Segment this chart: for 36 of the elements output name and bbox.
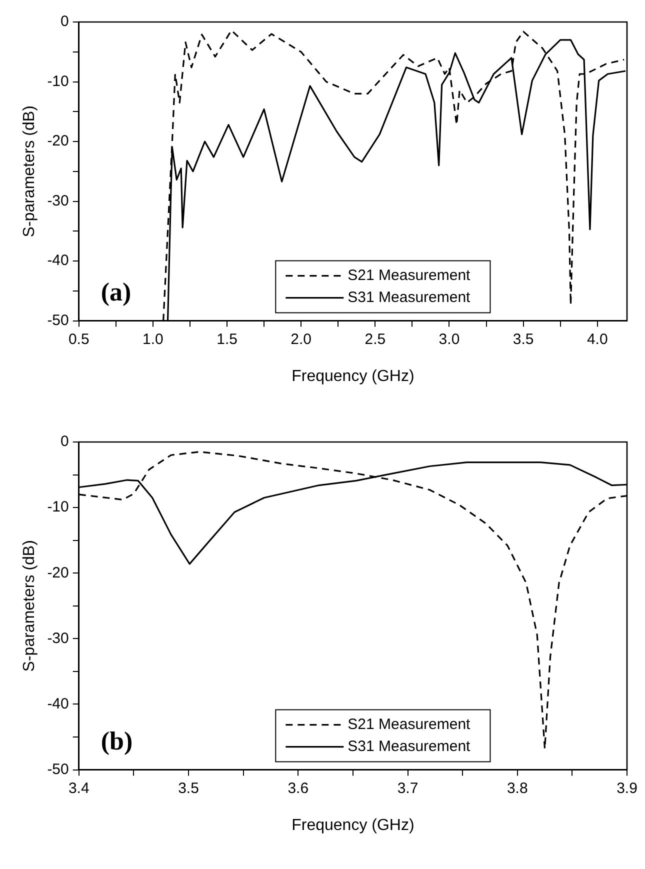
x-tick-label: 1.5 — [216, 330, 238, 348]
x-axis-title: Frequency (GHz) — [292, 816, 414, 834]
legend-label: S21 Measurement — [348, 266, 472, 284]
y-tick-label: -20 — [47, 564, 69, 582]
x-tick-label: 3.6 — [288, 780, 309, 797]
y-tick-label: -20 — [47, 132, 69, 150]
y-axis-title: S-parameters (dB) — [21, 540, 38, 672]
y-tick-label: -10 — [47, 498, 69, 516]
y-tick-label: -30 — [47, 630, 69, 647]
y-tick-label: -10 — [47, 72, 69, 90]
x-tick-label: 4.0 — [586, 330, 608, 348]
legend-label: S31 Measurement — [348, 288, 472, 306]
x-tick-label: 3.4 — [68, 780, 90, 797]
y-tick-label: -50 — [47, 760, 69, 778]
x-tick-label: 3.9 — [616, 780, 638, 797]
x-tick-label: 3.5 — [178, 780, 199, 797]
y-tick-label: -30 — [47, 192, 69, 210]
x-tick-label: 2.5 — [364, 330, 386, 348]
y-axis-title: S-parameters (dB) — [21, 106, 38, 238]
y-tick-label: 0 — [60, 13, 69, 30]
y-tick-label: -40 — [47, 695, 69, 712]
annotation: (b) — [100, 726, 133, 756]
x-tick-label: 3.5 — [512, 330, 534, 348]
x-tick-label: 2.0 — [290, 330, 312, 348]
annotation: (a) — [100, 278, 132, 307]
x-tick-label: 3.7 — [397, 780, 418, 797]
legend-label: S21 Measurement — [348, 716, 472, 733]
x-tick-label: 0.5 — [68, 330, 90, 348]
x-axis-title: Frequency (GHz) — [292, 368, 414, 385]
x-tick-label: 3.8 — [506, 780, 528, 797]
y-tick-label: -50 — [47, 312, 69, 329]
y-tick-label: -40 — [47, 252, 69, 270]
legend-label: S31 Measurement — [348, 738, 472, 755]
y-tick-label: 0 — [60, 433, 69, 450]
x-tick-label: 1.0 — [142, 330, 164, 348]
x-tick-label: 3.0 — [438, 330, 460, 348]
